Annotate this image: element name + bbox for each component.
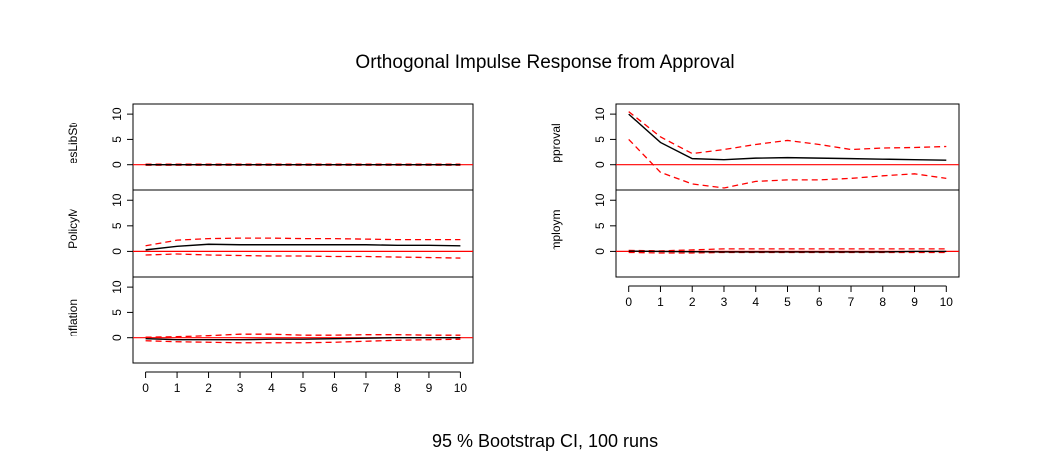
- y-tick-label: 0: [110, 334, 124, 341]
- x-tick-label: 6: [331, 381, 338, 395]
- x-tick-label: 0: [625, 295, 632, 309]
- panel-frame: [132, 103, 474, 191]
- x-tick-label: 7: [363, 381, 370, 395]
- y-tick-label: 0: [593, 161, 607, 168]
- chart-caption: 95 % Bootstrap CI, 100 runs: [432, 431, 658, 451]
- y-tick-label: 0: [110, 161, 124, 168]
- panel-frame: [132, 189, 474, 278]
- y-tick-label: 10: [593, 107, 607, 121]
- ci-upper-line: [145, 237, 461, 247]
- column-1: 0 5 10 Approval 0 5 10 Inemploymer 0 1 2 3 4 5 6 7 8 9 10: [549, 103, 960, 309]
- x-tick-label: 8: [394, 381, 401, 395]
- panel-label-Inflation: Inflation: [66, 299, 80, 341]
- panel-PresLibStd: 0 5 10 PresLibStd: [66, 103, 474, 191]
- panel-label-Approval: Approval: [549, 123, 563, 170]
- y-tick-label: 10: [593, 193, 607, 207]
- y-tick-label: 10: [110, 107, 124, 121]
- y-tick-label: 5: [593, 222, 607, 229]
- x-tick-label: 1: [657, 295, 664, 309]
- y-tick-label: 5: [593, 136, 607, 143]
- panels-group: 0510PresLibStd0510blicPolicyMo0510Inflat…: [66, 103, 960, 395]
- x-tick-label: 4: [752, 295, 759, 309]
- x-tick-label: 5: [300, 381, 307, 395]
- response-line: [145, 243, 461, 251]
- column-0: 0510PresLibStd0510blicPolicyMo0510Inflat…: [66, 103, 474, 395]
- y-tick-label: 0: [593, 248, 607, 255]
- panel-label-blicPolicyMo: blicPolicyMo: [66, 200, 80, 267]
- panel-Inemploymer: 0 5 10 Inemploymer: [549, 189, 960, 278]
- panel-label-Inemploymer: Inemploymer: [549, 199, 563, 268]
- chart-title: Orthogonal Impulse Response from Approva…: [355, 52, 734, 73]
- ci-lower-line: [145, 253, 461, 259]
- x-tick-label: 2: [689, 295, 696, 309]
- ci-upper-line: [628, 248, 947, 252]
- response-line: [628, 113, 947, 161]
- panel-label-PresLibStd: PresLibStd: [66, 118, 80, 177]
- x-tick-label: 9: [426, 381, 433, 395]
- y-tick-label: 5: [110, 136, 124, 143]
- x-tick-label: 10: [454, 381, 468, 395]
- x-tick-label: 0: [142, 381, 149, 395]
- y-tick-label: 0: [110, 248, 124, 255]
- panel-frame: [132, 276, 474, 364]
- x-tick-label: 1: [174, 381, 181, 395]
- y-tick-label: 10: [110, 280, 124, 294]
- y-tick-label: 5: [110, 309, 124, 316]
- panel-blicPolicyMo: 0 5 10 blicPolicyMo: [66, 189, 474, 278]
- x-tick-label: 3: [237, 381, 244, 395]
- ci-upper-line: [628, 111, 947, 155]
- x-tick-label: 7: [848, 295, 855, 309]
- x-tick-label: 9: [911, 295, 918, 309]
- panel-frame: [615, 189, 960, 278]
- panel-Inflation: 0 5 10 Inflation: [66, 276, 474, 364]
- ci-lower-line: [628, 138, 947, 189]
- x-tick-label: 10: [940, 295, 954, 309]
- x-tick-label: 8: [879, 295, 886, 309]
- response-line: [628, 250, 947, 253]
- x-tick-label: 4: [268, 381, 275, 395]
- panel-Approval: 0 5 10 Approval: [549, 103, 960, 191]
- response-line: [145, 337, 461, 341]
- y-tick-label: 10: [110, 193, 124, 207]
- ci-upper-line: [145, 333, 461, 338]
- ci-lower-line: [145, 338, 461, 344]
- y-tick-label: 5: [110, 222, 124, 229]
- x-tick-label: 2: [205, 381, 212, 395]
- x-tick-label: 6: [816, 295, 823, 309]
- x-tick-label: 5: [784, 295, 791, 309]
- x-tick-label: 3: [721, 295, 728, 309]
